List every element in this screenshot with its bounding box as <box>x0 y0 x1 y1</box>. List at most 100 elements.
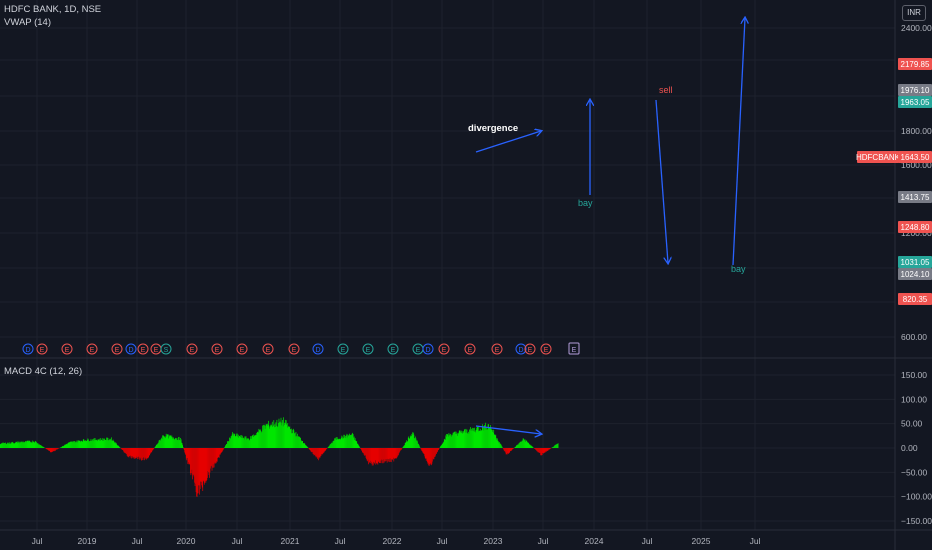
macd-bar <box>306 446 308 448</box>
earnings-marker[interactable]: S <box>160 343 172 355</box>
macd-bar <box>384 448 386 460</box>
macd-bar <box>329 444 331 448</box>
macd-bar <box>349 433 350 448</box>
dividend-marker[interactable]: D <box>515 343 527 355</box>
macd-bar <box>72 441 73 448</box>
earnings-marker[interactable]: E <box>524 343 536 355</box>
macd-bar <box>60 447 61 448</box>
bay-arrow-2[interactable] <box>732 18 745 266</box>
future-earnings-marker[interactable]: E <box>568 342 580 355</box>
time-axis[interactable]: Jul 2019 Jul 2020 Jul 2021 Jul 2022 Jul 2023 Jul 20… <box>32 536 761 546</box>
macd-bar <box>557 443 559 448</box>
earnings-marker[interactable]: E <box>137 343 149 355</box>
macd-bar <box>141 448 143 461</box>
macd-axis[interactable]: 150.00 100.00 50.00 0.00 −50.00 −100.00 −150.0… <box>901 370 932 526</box>
dividend-marker[interactable]: D <box>422 343 434 355</box>
sell-arrow[interactable] <box>655 99 668 263</box>
macd-bar <box>135 448 137 458</box>
macd-bar <box>552 447 554 448</box>
currency-button[interactable]: INR <box>902 5 926 21</box>
vwap-legend[interactable]: VWAP (14) <box>4 17 51 28</box>
macd-bar <box>495 434 497 448</box>
macd-bar <box>233 433 235 448</box>
event-marker-letter: E <box>366 347 371 354</box>
macd-bar <box>370 448 372 462</box>
macd-bar <box>493 429 495 448</box>
macd-bar <box>292 429 294 448</box>
macd-bar <box>212 448 214 465</box>
macd-bar <box>97 439 99 448</box>
macd-bar <box>387 448 388 459</box>
earnings-marker[interactable]: E <box>337 343 349 355</box>
earnings-marker[interactable]: E <box>288 343 300 355</box>
macd-bar <box>166 436 168 448</box>
macd-bar <box>269 426 271 448</box>
macd-bar <box>233 433 234 448</box>
macd-bar <box>271 424 273 448</box>
macd-bar <box>236 435 238 448</box>
earnings-marker[interactable]: E <box>540 343 552 355</box>
macd-bar <box>438 448 439 450</box>
divergence-arrow[interactable] <box>475 131 541 153</box>
earnings-marker[interactable]: E <box>61 343 73 355</box>
macd-bar <box>282 419 283 448</box>
macd-bar <box>253 435 255 448</box>
earnings-marker[interactable]: E <box>86 343 98 355</box>
dividend-marker[interactable]: D <box>312 343 324 355</box>
macd-bar <box>350 435 352 448</box>
macd-bar <box>450 435 452 448</box>
macd-bar <box>534 448 535 449</box>
macd-bar <box>53 448 54 452</box>
macd-bar <box>56 448 58 450</box>
macd-bar <box>48 448 50 452</box>
earnings-marker[interactable]: E <box>438 343 450 355</box>
macd-bar <box>359 447 361 448</box>
symbol-legend[interactable]: HDFC BANK, 1D, NSE <box>4 4 102 15</box>
earnings-marker[interactable]: E <box>491 343 503 355</box>
dividend-marker[interactable]: D <box>125 343 137 355</box>
macd-bar <box>438 448 440 449</box>
macd-bar <box>163 437 165 448</box>
macd-bar <box>45 448 47 449</box>
macd-bar <box>55 448 57 450</box>
macd-bar <box>354 439 356 448</box>
earnings-marker[interactable]: E <box>262 343 274 355</box>
event-marker-letter: D <box>518 347 523 354</box>
macd-bar <box>189 448 190 464</box>
macd-bar <box>547 448 549 451</box>
macd-bar <box>194 448 195 483</box>
macd-bar <box>207 448 208 478</box>
earnings-marker[interactable]: E <box>464 343 476 355</box>
macd-bar <box>199 448 201 489</box>
macd-bar <box>552 447 553 448</box>
macd-bar <box>103 438 104 448</box>
earnings-marker[interactable]: E <box>36 343 48 355</box>
macd-legend[interactable]: MACD 4C (12, 26) <box>4 366 83 377</box>
macd-bar <box>107 437 109 448</box>
macd-tick-label: −150.00 <box>901 516 932 526</box>
macd-bar <box>38 444 39 448</box>
macd-bar <box>335 438 336 448</box>
macd-bar <box>555 444 557 448</box>
macd-bar <box>450 433 451 448</box>
macd-bar <box>70 441 71 448</box>
macd-bar <box>476 427 478 448</box>
earnings-marker[interactable]: E <box>362 343 374 355</box>
earnings-marker[interactable]: E <box>236 343 248 355</box>
macd-bar <box>433 448 435 460</box>
macd-bar <box>259 429 260 448</box>
macd-bar <box>118 446 120 448</box>
macd-divergence-arrow[interactable] <box>475 425 541 434</box>
macd-bar <box>341 436 343 448</box>
macd-bar <box>365 448 366 456</box>
macd-bar <box>40 444 41 448</box>
earnings-marker[interactable]: E <box>211 343 223 355</box>
macd-bar <box>100 438 102 448</box>
earnings-marker[interactable]: E <box>186 343 198 355</box>
earnings-marker[interactable]: E <box>111 343 123 355</box>
earnings-marker[interactable]: E <box>387 343 399 355</box>
macd-bar <box>520 441 521 448</box>
macd-bar <box>64 444 66 448</box>
dividend-marker[interactable]: D <box>22 343 34 355</box>
